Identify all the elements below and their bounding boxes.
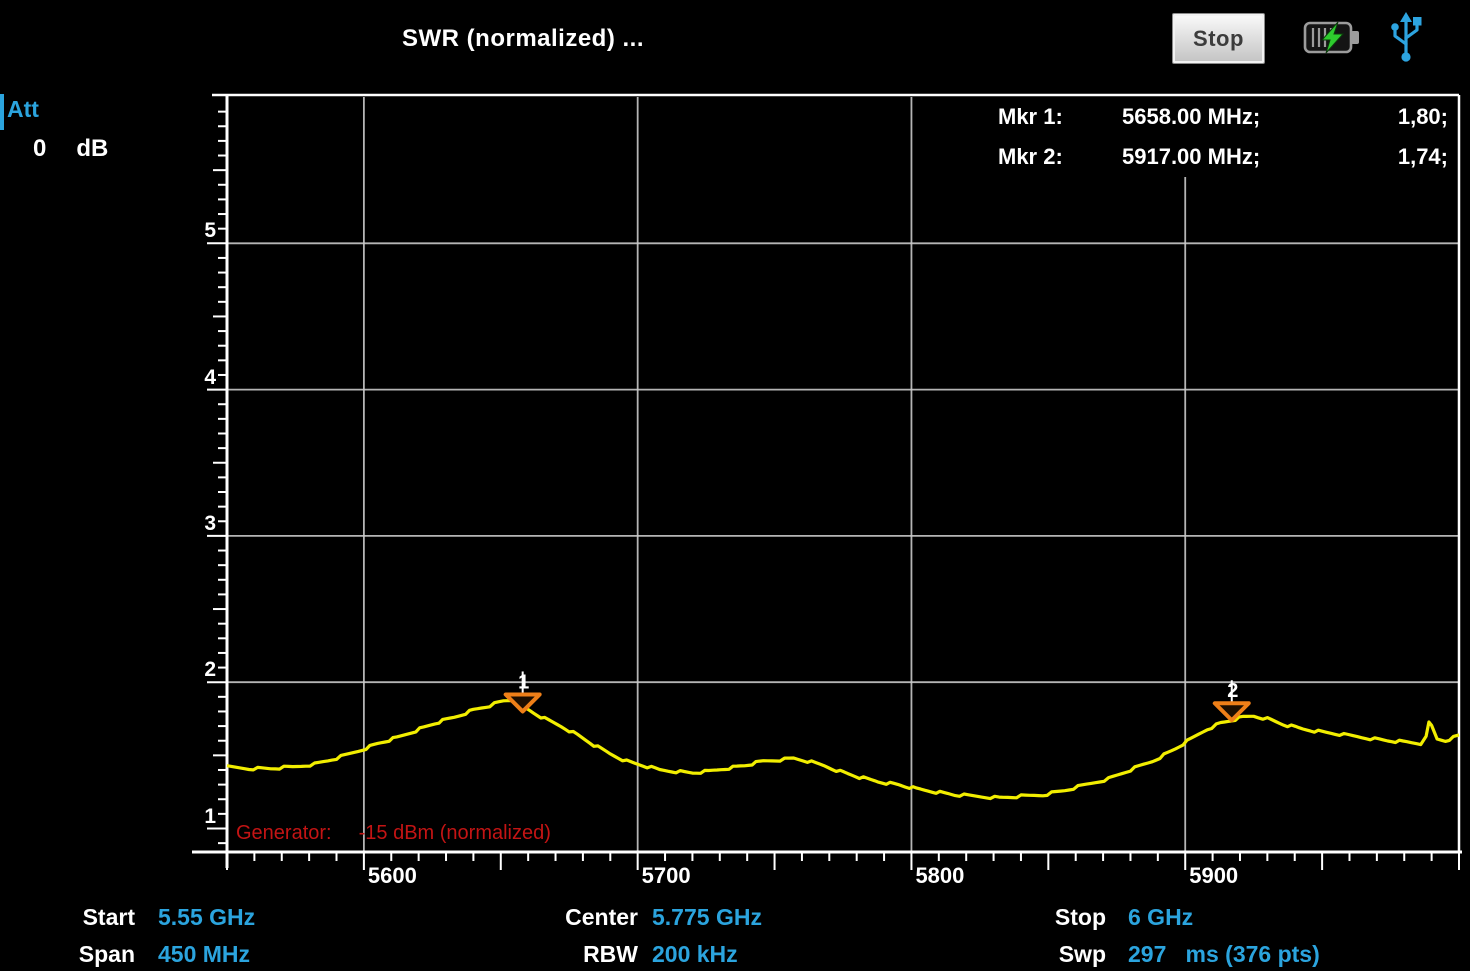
usb-icon [1386, 11, 1426, 63]
y-tick-label: 2 [204, 658, 216, 682]
marker-1-triangle[interactable] [503, 692, 542, 714]
y-tick-label: 3 [204, 511, 216, 535]
stop-freq-value[interactable]: 6 GHz [1128, 904, 1194, 930]
marker-1-value: 1,80; [1397, 104, 1448, 129]
y-tick-label: 5 [204, 219, 216, 243]
generator-label: Generator: [236, 822, 332, 844]
marker-1-frequency: 5658.00 MHz; [1122, 104, 1261, 129]
attenuation-label: Att [7, 96, 39, 122]
marker-2-value: 1,74; [1397, 144, 1448, 169]
center-label: Center [565, 904, 638, 930]
start-value[interactable]: 5.55 GHz [158, 904, 256, 930]
marker-1-readout: Mkr 1: 5658.00 MHz; 1,80; [998, 97, 1448, 137]
marker-2-triangle[interactable] [1212, 701, 1251, 723]
sweep-label: Swp [1058, 941, 1106, 967]
marker-1-number: 1 [518, 671, 529, 693]
stop-freq-label: Stop [1054, 904, 1106, 930]
generator-value: -15 dBm (normalized) [358, 822, 551, 844]
span-value[interactable]: 450 MHz [158, 941, 251, 967]
measurement-title: SWR (normalized) ... [402, 25, 645, 52]
attenuation-value: 0 [33, 135, 47, 162]
center-value[interactable]: 5.775 GHz [652, 904, 762, 930]
marker-2-label: Mkr 2: [998, 144, 1063, 169]
marker-1-label: Mkr 1: [998, 104, 1063, 129]
x-tick-label: 5600 [367, 863, 417, 888]
swr-trace [226, 699, 1460, 801]
marker-2-number: 2 [1227, 680, 1238, 702]
battery-charging-icon [1303, 20, 1363, 56]
marker-2-frequency: 5917.00 MHz; [1122, 144, 1261, 169]
x-tick-label: 5700 [641, 863, 691, 888]
x-tick-label: 5800 [915, 863, 965, 888]
start-label: Start [82, 904, 135, 930]
rbw-value[interactable]: 200 kHz [652, 941, 738, 967]
generator-note: Generator: -15 dBm (normalized) [236, 822, 551, 845]
span-label: Span [78, 941, 135, 967]
y-tick-label: 1 [204, 804, 216, 828]
y-tick-label: 4 [204, 365, 216, 389]
marker-2-readout: Mkr 2: 5917.00 MHz; 1,74; [998, 137, 1448, 177]
stop-button[interactable]: Stop [1172, 13, 1265, 64]
sweep-value[interactable]: 297 ms (376 pts) [1128, 941, 1320, 967]
rbw-label: RBW [583, 941, 638, 967]
att-accent-bar [0, 94, 4, 130]
marker-readout: Mkr 1: 5658.00 MHz; 1,80; Mkr 2: 5917.00… [998, 97, 1448, 177]
attenuation-unit: dB [76, 135, 109, 162]
attenuation-field[interactable]: 0 dB [33, 135, 108, 163]
x-tick-label: 5900 [1189, 863, 1239, 888]
